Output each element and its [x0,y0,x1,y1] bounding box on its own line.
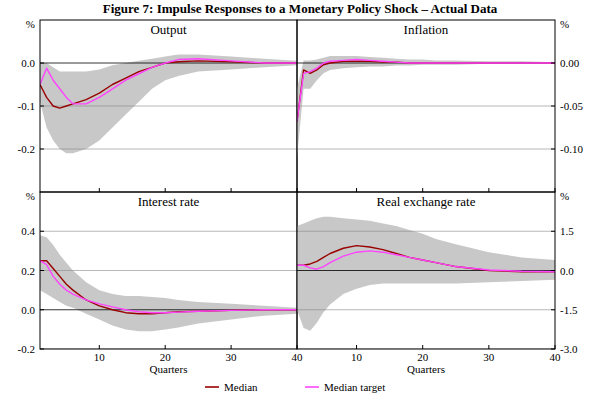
x-tick-label: 10 [94,351,106,363]
series-line [40,261,297,314]
panel: Output -0.2 -0.1 0.0% [18,18,297,192]
panel: Real exchange rate -3.0 -1.5 0.0 1.5% 10 20 30 4… [297,190,578,375]
x-tick [356,188,357,192]
confidence-band [40,54,297,153]
series-line [297,251,555,272]
legend: Median Median target [205,381,385,393]
x-tick [555,345,556,349]
y-tick [551,63,555,64]
y-tick-label: 0.2 [21,265,35,277]
plot-area [40,231,297,349]
confidence-band [297,217,555,331]
series-line [40,61,297,108]
x-tick [165,345,166,349]
plot-area [297,217,555,349]
x-tick [231,188,232,192]
x-axis-label: Quarters [407,363,445,375]
series-line [297,246,555,272]
plot-area [297,56,555,157]
y-tick-label: 1.5 [560,225,574,237]
y-tick-label: 0.0 [560,265,574,277]
grid-line [40,231,297,232]
y-tick [40,309,44,310]
y-tick [40,106,44,107]
grid-line [297,106,555,107]
y-tick [551,106,555,107]
panel-frame [297,192,555,349]
y-tick-label: -0.05 [560,100,583,112]
plot-area [40,54,297,153]
x-axis-label: Quarters [150,363,188,375]
unit-label: % [26,18,35,30]
y-tick-label: -0.2 [18,143,35,155]
y-tick [551,149,555,150]
x-tick [356,345,357,349]
x-tick [488,345,489,349]
x-tick [231,345,232,349]
y-tick [551,349,555,350]
x-tick-label: 40 [550,351,562,363]
series-line [40,59,297,104]
legend-label: Median [224,381,258,393]
y-tick-label: -0.2 [18,343,35,355]
grid-line [40,149,297,150]
y-tick [551,231,555,232]
series-line [297,61,555,121]
x-tick-label: 10 [351,351,363,363]
y-tick [551,309,555,310]
panel-title: Output [150,22,187,37]
y-tick-label: -3.0 [560,343,578,355]
unit-label: % [26,190,35,202]
y-tick [40,149,44,150]
y-tick-label: -0.1 [18,100,35,112]
chart-title: Figure 7: Impulse Responses to a Monetar… [103,1,498,16]
panel-frame [40,192,297,349]
y-tick [40,231,44,232]
grid-line [40,106,297,107]
unit-label: % [560,18,569,30]
series-line [297,60,555,122]
y-tick-label: -1.5 [560,304,578,316]
y-tick [40,63,44,64]
y-tick-label: 0.00 [560,57,580,69]
y-tick-label: 0.0 [21,304,35,316]
x-tick [422,188,423,192]
y-tick-label: -0.10 [560,143,583,155]
legend-swatch [205,386,219,388]
panel: Interest rate -0.2 0.0 0.2 0.4% 10 20 30 40 Quart… [18,190,303,375]
grid-line [297,149,555,150]
grid-line [297,231,555,232]
y-tick [551,270,555,271]
grid-line [297,309,555,310]
figure: Figure 7: Impulse Responses to a Monetar… [0,0,600,406]
x-tick [99,188,100,192]
x-tick-label: 40 [292,351,304,363]
panel-title: Interest rate [138,194,200,209]
legend-swatch [305,386,319,388]
x-tick [99,345,100,349]
y-tick [40,270,44,271]
x-tick [488,188,489,192]
y-tick-label: 0.0 [21,57,35,69]
x-tick [555,188,556,192]
confidence-band [40,235,297,331]
x-tick [422,345,423,349]
x-tick-label: 30 [483,351,495,363]
panel-frame [40,20,297,192]
x-tick-label: 30 [226,351,238,363]
y-tick-label: 0.4 [21,225,35,237]
x-tick [165,188,166,192]
x-tick-label: 20 [417,351,429,363]
panel: Inflation -0.10 -0.05 0.00% [297,18,583,192]
x-tick-label: 20 [160,351,172,363]
panel-title: Real exchange rate [377,194,476,209]
series-line [40,261,297,313]
legend-label: Median target [324,381,385,393]
unit-label: % [560,190,569,202]
panel-frame [297,20,555,192]
panel-title: Inflation [404,22,449,37]
y-tick [40,349,44,350]
grid-line [40,270,297,271]
confidence-band [297,56,555,157]
